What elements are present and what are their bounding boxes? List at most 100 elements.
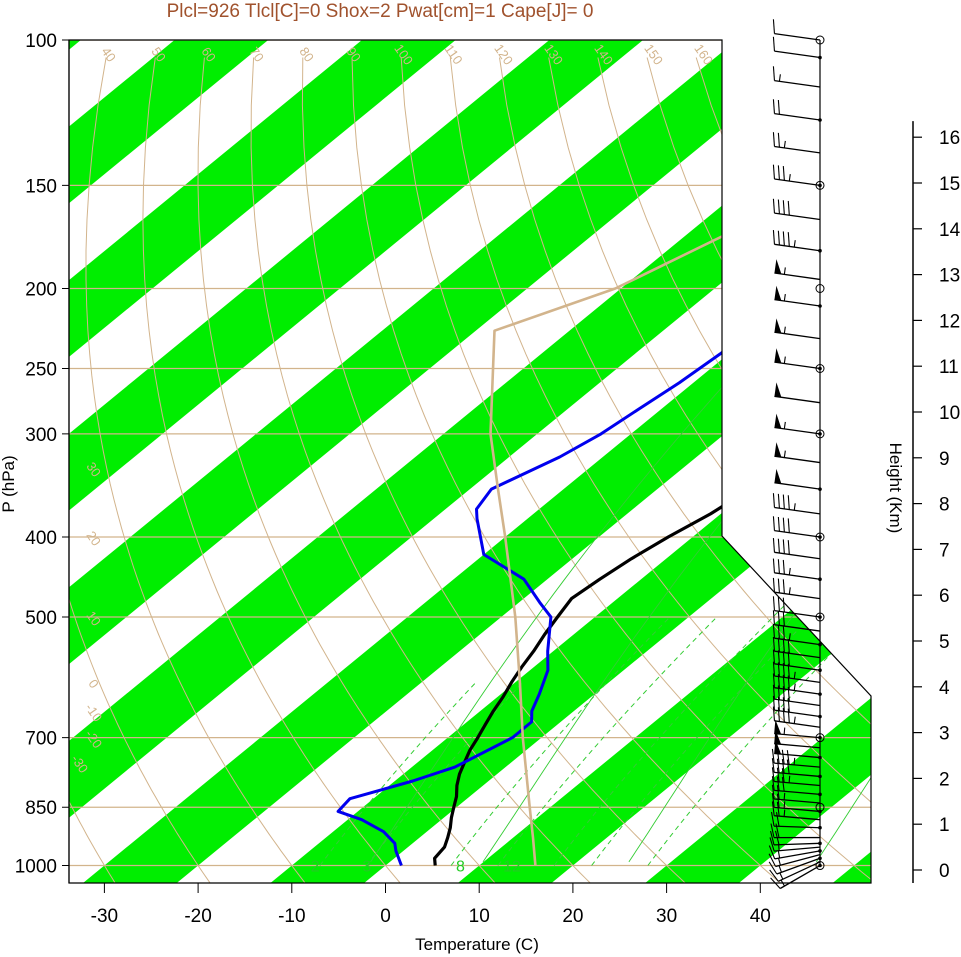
wind-barb-flag [774,413,782,429]
height-tick-label: 10 [939,403,960,424]
wind-barb-flag [774,719,782,735]
x-tick-label: -30 [91,906,118,927]
barb-dot [818,856,822,861]
wind-barb-feather [771,758,775,773]
plot-area: 1216243223812-30-20-10010203040506070809… [69,40,897,883]
dry-adiabat [69,57,211,883]
wind-barb-shaft [774,609,821,618]
wind-barb-feather [782,625,785,640]
wind-barb [772,577,821,600]
wind-barb-feather [776,793,780,808]
dry-adiabat-label: 80 [296,44,317,64]
wind-barb-feather [769,837,775,852]
height-tick-label: 11 [939,357,959,378]
y-tick-label: 200 [25,280,57,301]
wind-barb [771,758,822,779]
wind-barb-half-feather [783,267,786,275]
wind-barb-feather [770,877,781,889]
wind-barb-feather [772,516,775,531]
wind-barb [774,719,822,740]
mixing-ratio-label: 3 [362,859,371,876]
wind-barb-shaft [774,752,821,759]
green-bands [69,40,871,883]
wind-barb [772,66,821,88]
height-tick-label: 3 [939,724,950,745]
wind-barb-feather [771,767,775,782]
height-tick-label: 14 [939,220,961,241]
wind-barb-half-feather [783,326,786,334]
wind-barb-feather [782,579,785,594]
wind-barb-shaft [774,624,821,632]
wind-barb-shaft [775,853,821,868]
isotherm-label: 0 [720,455,741,476]
x-tick-label: 20 [562,906,583,927]
wind-barb-half-feather [793,683,796,691]
wind-barb [770,811,822,830]
x-tick-label: 10 [469,906,490,927]
wind-barb-feather [771,801,775,816]
wind-barb-feather [775,812,780,827]
wind-barb [774,442,821,464]
barb-level-circle [815,733,825,743]
wind-barb-shaft [774,455,821,464]
dry-adiabat [197,57,496,883]
wind-barb-shaft [774,663,821,671]
wind-barb [774,468,822,491]
wind-barb-feather [768,853,777,867]
dry-adiabat-label: 30 [83,459,104,479]
wind-barb-feather [777,230,780,246]
wind-barb-flag [774,442,782,458]
isotherm-label: -10 [741,529,774,562]
wind-barb-feather [772,558,775,573]
wind-barbs [768,19,825,890]
barb-dot [818,304,822,308]
barb-dot [818,849,822,853]
wind-barb [772,596,822,619]
wind-barb-flag [774,285,782,301]
wind-barb [772,198,821,221]
wind-barb [772,610,821,632]
mixing-ratio-label: 12 [503,859,521,876]
wind-barb-feather [787,200,790,216]
wind-barb-feather [777,132,780,148]
wind-barb-shaft [774,798,821,804]
wind-barb [772,99,822,122]
dry-adiabat-label: 70 [246,44,267,64]
mixing-ratio-line [647,536,871,866]
barb-dot [818,432,822,436]
wind-barb-shaft [774,771,821,778]
wind-barb-half-feather [793,716,796,724]
wind-barb-shaft [774,762,821,768]
barb-dot [818,668,822,673]
height-tick-label: 0 [939,861,950,882]
barb-dot [818,577,822,582]
wind-barb-feather [772,577,775,593]
wind-barb-feather [772,198,775,214]
wind-barb-feather [777,637,780,652]
wind-barb-shaft [778,861,821,882]
wind-barb-shaft [779,864,821,890]
dry-adiabat [250,57,591,883]
wind-barb [772,695,822,719]
wind-barb-half-feather [778,74,781,82]
wind-barb-half-feather [793,757,796,765]
y-tick-label: 1000 [15,857,57,878]
wind-barb [768,856,822,875]
wind-barb-feather [772,623,775,639]
wind-barb-shaft [774,395,821,404]
mixing-ratio-label: 16 [879,332,897,349]
barb-dot [818,863,822,868]
height-tick-label: 5 [939,632,950,653]
barb-level-circle [815,364,825,374]
wind-barb-feather [787,540,790,555]
wind-barb-half-feather [788,587,791,595]
wind-barb-feather [787,232,790,247]
wind-barb-feather [772,649,775,664]
wind-barb-feather [781,776,785,792]
wind-barb [772,164,822,188]
wind-barb-half-feather [783,293,786,302]
wind-barb [771,776,822,797]
wind-barb-shaft [774,361,821,370]
